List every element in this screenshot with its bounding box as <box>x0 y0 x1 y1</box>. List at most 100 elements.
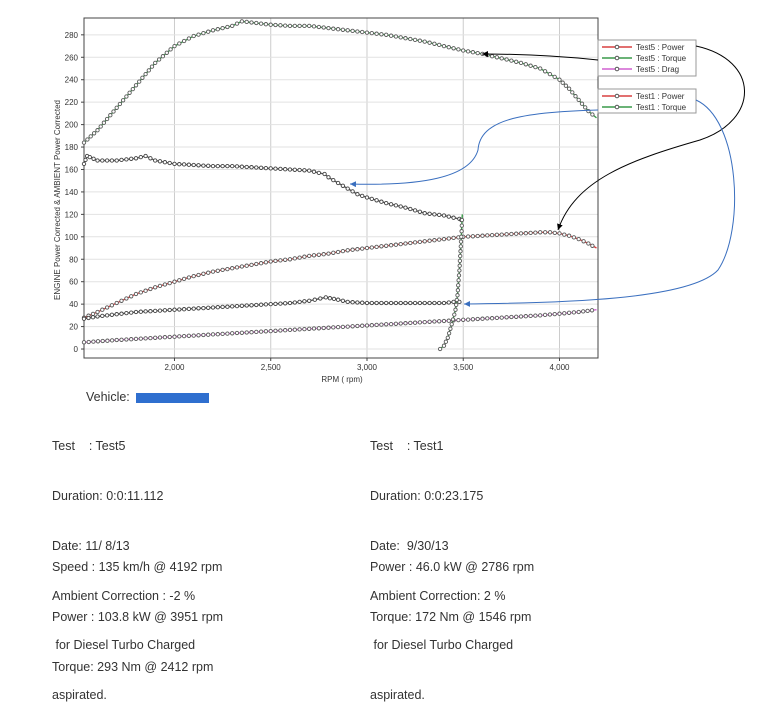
test5-duration: Duration: 0:0:11.112 <box>52 488 164 503</box>
data-point <box>129 337 134 342</box>
data-point <box>523 231 528 236</box>
data-point <box>403 300 408 306</box>
data-point <box>437 42 442 48</box>
data-point <box>326 25 331 31</box>
data-point <box>509 314 514 320</box>
data-point <box>408 206 413 212</box>
data-point <box>345 28 350 33</box>
data-point <box>124 94 129 99</box>
data-point <box>143 153 148 159</box>
x-tick-label: 3,500 <box>453 363 474 372</box>
data-point <box>446 300 451 305</box>
data-point <box>321 325 326 331</box>
data-point <box>374 31 379 36</box>
data-point <box>350 247 355 252</box>
data-point <box>369 300 374 306</box>
data-point <box>230 331 235 336</box>
data-point <box>196 32 201 37</box>
data-point <box>451 235 456 241</box>
test1-max-power: Power : 46.0 kW @ 2786 rpm <box>370 560 535 575</box>
data-point <box>321 252 326 257</box>
test5-test: Test : Test5 <box>52 439 126 454</box>
data-point <box>570 90 575 95</box>
data-point <box>120 98 126 103</box>
data-point <box>167 307 172 313</box>
data-point <box>369 196 374 202</box>
data-point <box>191 273 196 279</box>
dyno-chart: 020406080100120140160180200220240260280 … <box>53 17 745 384</box>
data-point <box>119 298 124 303</box>
data-point <box>589 308 595 313</box>
data-point <box>384 322 389 327</box>
data-point <box>459 223 464 228</box>
data-point <box>258 21 264 26</box>
data-point <box>124 296 129 301</box>
data-point <box>109 158 115 163</box>
data-point <box>528 63 533 68</box>
data-point <box>437 300 442 306</box>
data-point <box>234 330 240 336</box>
data-point <box>201 30 206 36</box>
data-point <box>340 324 346 330</box>
y-tick-label: 20 <box>69 323 78 332</box>
data-point <box>552 230 557 236</box>
data-point <box>364 245 370 251</box>
data-point <box>504 315 509 320</box>
data-point <box>489 232 495 238</box>
data-point <box>114 300 119 306</box>
data-point <box>83 157 88 163</box>
data-point <box>292 327 297 332</box>
test5-date: Date: 11/ 8/13 <box>52 538 130 553</box>
data-point <box>360 246 365 251</box>
data-point <box>384 32 389 37</box>
data-point <box>117 101 123 107</box>
data-point <box>129 310 134 315</box>
data-point <box>95 158 100 163</box>
data-point <box>590 112 595 117</box>
test1-test: Test : Test1 <box>370 439 444 454</box>
data-point <box>287 167 293 172</box>
data-point <box>168 47 173 52</box>
data-point <box>417 239 423 245</box>
data-point <box>302 299 307 304</box>
data-point <box>417 209 423 214</box>
data-point <box>557 231 562 236</box>
data-point <box>384 243 389 248</box>
data-point <box>453 307 458 312</box>
data-point <box>172 279 177 284</box>
data-point <box>258 261 264 266</box>
data-point <box>157 283 163 289</box>
data-point <box>278 328 283 333</box>
data-point <box>130 86 135 92</box>
x-axis-label: RPM ( rpm) <box>321 375 363 384</box>
data-point <box>263 329 269 334</box>
legend-label: Test1 : Torque <box>636 103 687 112</box>
data-point <box>454 297 459 303</box>
data-point <box>374 322 379 328</box>
data-point <box>210 163 216 169</box>
test5-results: Speed : 135 km/h @ 4192 rpm Power : 103.… <box>52 526 223 692</box>
data-point <box>427 211 432 216</box>
data-point <box>379 300 384 306</box>
data-point <box>388 321 394 327</box>
data-point <box>445 335 450 340</box>
data-point <box>307 253 312 259</box>
data-point <box>225 266 230 272</box>
data-point <box>499 56 504 61</box>
data-point <box>331 250 336 255</box>
data-point <box>586 241 591 246</box>
data-point <box>581 309 586 314</box>
data-point <box>181 276 187 282</box>
y-tick-label: 160 <box>65 165 79 174</box>
data-point <box>504 232 509 237</box>
data-point <box>579 101 585 106</box>
data-point <box>326 175 331 180</box>
data-point <box>143 288 148 293</box>
data-point <box>127 90 132 95</box>
data-point <box>148 156 153 161</box>
data-point <box>393 242 399 247</box>
data-point <box>258 329 264 334</box>
data-point <box>95 339 101 344</box>
data-point <box>81 316 87 321</box>
data-point <box>523 62 528 67</box>
